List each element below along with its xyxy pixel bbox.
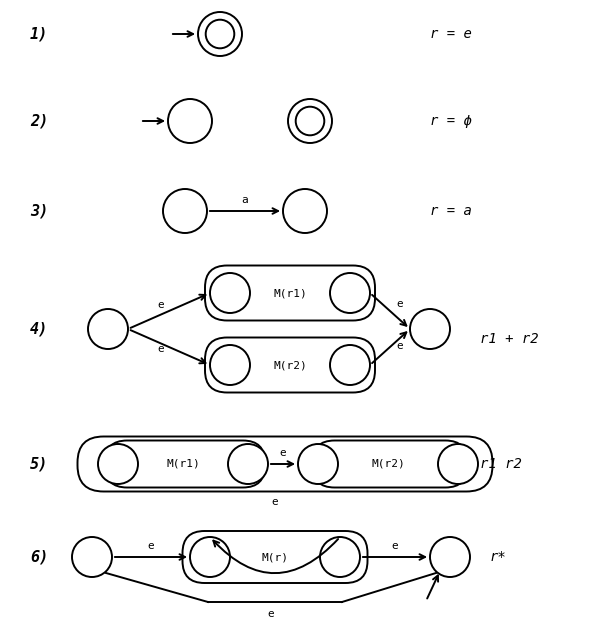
Text: M(r): M(r) [261,552,288,562]
Text: r1 + r2: r1 + r2 [480,332,538,346]
Circle shape [163,189,207,233]
Text: r = e: r = e [430,27,472,41]
Circle shape [330,345,370,385]
Circle shape [320,537,360,577]
Text: e: e [272,497,278,507]
Circle shape [438,444,478,484]
Circle shape [72,537,112,577]
Text: r*: r* [490,550,506,564]
Text: e: e [280,448,287,458]
Text: 1): 1) [30,26,48,42]
Text: e: e [268,609,274,619]
Text: e: e [157,344,164,354]
Text: 6): 6) [30,550,48,564]
Circle shape [283,189,327,233]
Text: 3): 3) [30,204,48,218]
Circle shape [210,345,250,385]
Text: M(r2): M(r2) [371,459,405,469]
Text: e: e [396,341,402,351]
Circle shape [288,99,332,143]
Circle shape [190,537,230,577]
Circle shape [298,444,338,484]
Circle shape [88,309,128,349]
Text: r = ϕ: r = ϕ [430,114,472,128]
Text: e: e [157,300,164,310]
Text: 4): 4) [30,321,48,337]
Circle shape [198,12,242,56]
Circle shape [98,444,138,484]
Circle shape [228,444,268,484]
Text: a: a [242,195,248,205]
Text: r1 r2: r1 r2 [480,457,522,471]
Text: M(r2): M(r2) [273,360,307,370]
Circle shape [330,273,370,313]
Circle shape [430,537,470,577]
Circle shape [410,309,450,349]
Text: M(r1): M(r1) [273,288,307,298]
Text: r = a: r = a [430,204,472,218]
Text: 2): 2) [30,113,48,128]
Circle shape [210,273,250,313]
Text: M(r1): M(r1) [166,459,200,469]
Text: e: e [148,541,154,551]
Text: 5): 5) [30,457,48,472]
Circle shape [168,99,212,143]
Text: e: e [396,299,402,309]
Text: e: e [392,541,398,551]
